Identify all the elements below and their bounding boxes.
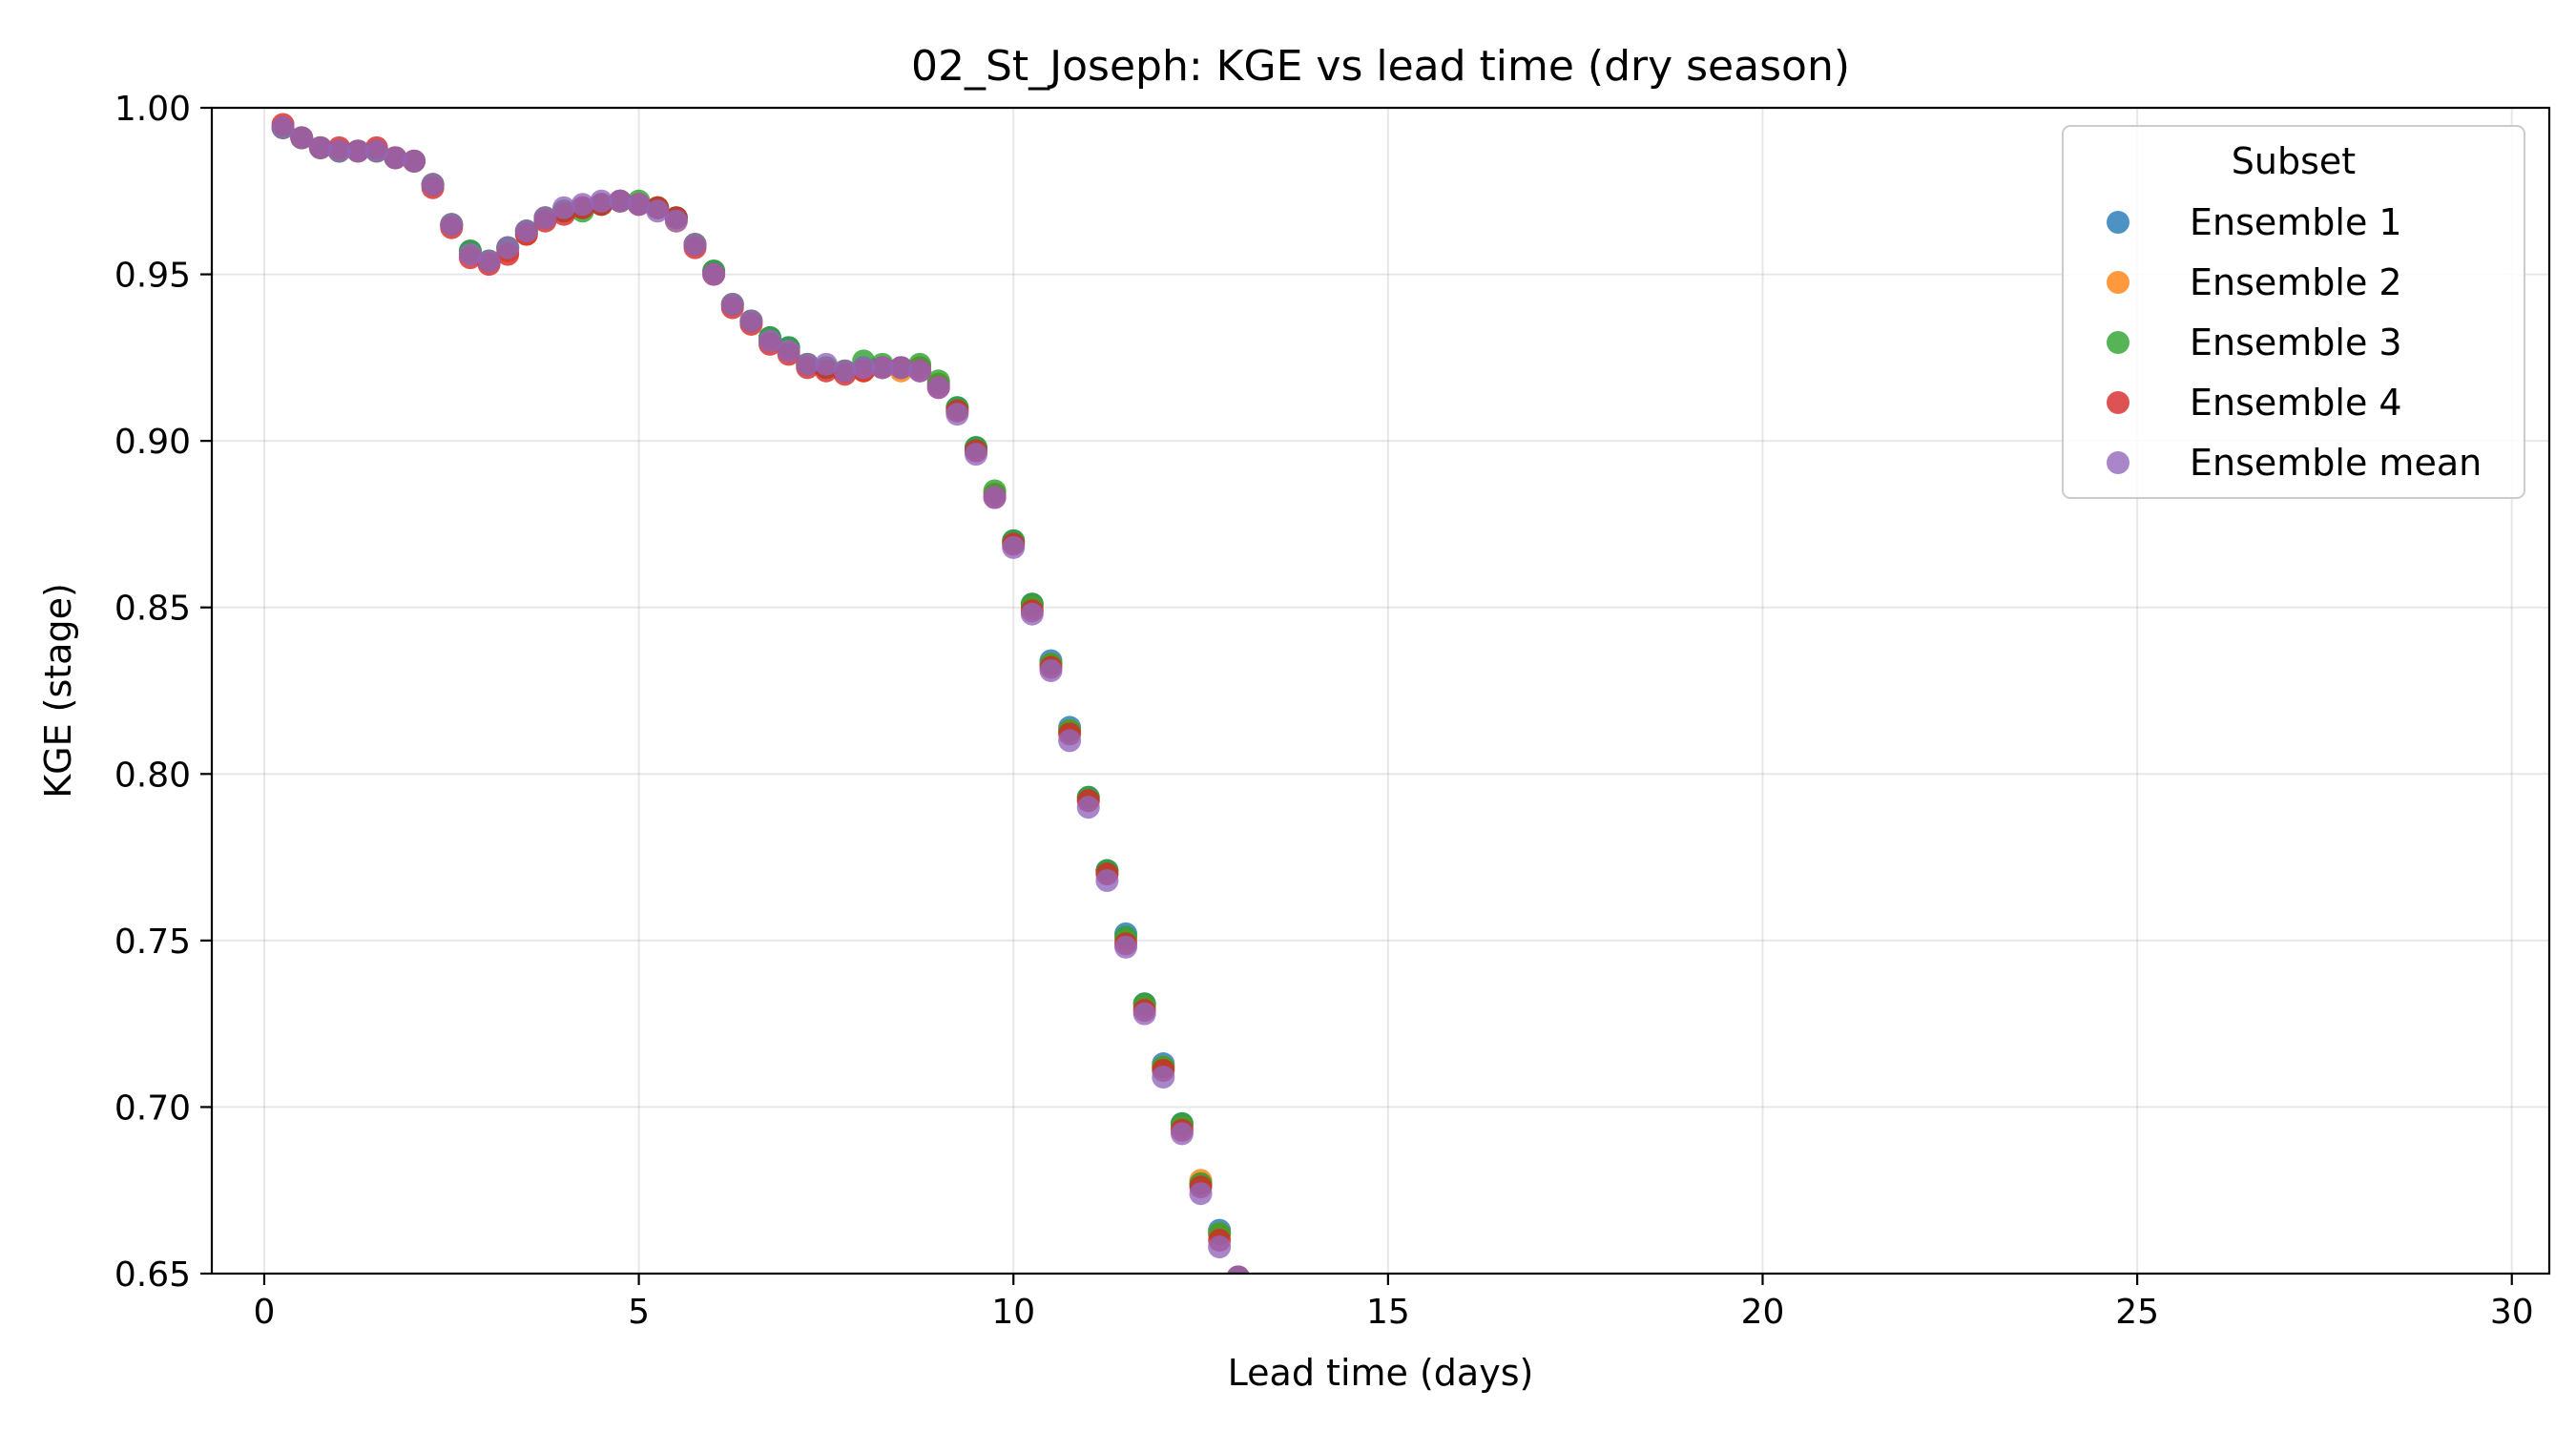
legend-label: Ensemble mean xyxy=(2190,442,2482,484)
data-point xyxy=(627,193,651,217)
data-point xyxy=(1132,1002,1156,1026)
data-point xyxy=(852,356,876,380)
data-point xyxy=(590,189,613,213)
data-point xyxy=(458,242,482,266)
data-point xyxy=(271,115,295,139)
data-point xyxy=(440,213,464,237)
chart-title: 02_St_Joseph: KGE vs lead time (dry seas… xyxy=(911,42,1850,91)
data-point xyxy=(308,135,332,159)
data-point xyxy=(870,356,894,380)
data-point xyxy=(889,356,913,380)
y-tick-label: 0.75 xyxy=(114,923,191,962)
data-point xyxy=(758,329,782,353)
plot-frame xyxy=(210,106,2551,1275)
data-point xyxy=(1152,1066,1175,1089)
y-tick-label: 0.80 xyxy=(114,756,191,795)
data-point xyxy=(533,206,557,230)
data-point xyxy=(702,262,726,286)
y-tick-label: 0.65 xyxy=(114,1255,191,1295)
y-tick-label: 0.90 xyxy=(114,423,191,462)
legend-label: Ensemble 1 xyxy=(2190,201,2402,243)
data-point xyxy=(552,196,576,219)
data-point xyxy=(833,359,857,383)
data-point xyxy=(364,139,388,163)
data-point xyxy=(608,189,632,213)
data-point xyxy=(1058,729,1082,753)
x-tick-label: 10 xyxy=(991,1293,1035,1332)
legend-box xyxy=(2062,125,2525,499)
data-point xyxy=(664,209,688,233)
legend-marker xyxy=(2107,451,2129,474)
scatter-points xyxy=(271,113,1250,1274)
data-point xyxy=(1189,1182,1213,1206)
x-tick-label: 15 xyxy=(1366,1293,1410,1332)
x-tick-label: 30 xyxy=(2490,1293,2534,1332)
legend-title: Subset xyxy=(2232,140,2356,182)
data-point xyxy=(1170,1122,1194,1146)
data-point xyxy=(1020,602,1044,626)
x-tick-label: 5 xyxy=(628,1293,650,1332)
y-axis-label: KGE (stage) xyxy=(37,583,79,798)
data-point xyxy=(814,352,838,376)
data-point xyxy=(496,236,520,259)
legend-label: Ensemble 3 xyxy=(2190,321,2402,363)
data-point xyxy=(1095,869,1119,893)
data-point xyxy=(290,126,314,150)
data-point xyxy=(1227,1265,1250,1274)
y-tick-label: 0.70 xyxy=(114,1089,191,1128)
data-point xyxy=(1002,535,1026,559)
legend-marker xyxy=(2107,211,2129,234)
data-point xyxy=(739,309,763,333)
data-point xyxy=(964,443,987,467)
data-point xyxy=(1208,1235,1232,1259)
data-point xyxy=(327,139,351,163)
x-tick-label: 25 xyxy=(2115,1293,2159,1332)
y-tick-label: 1.00 xyxy=(114,90,191,129)
data-point xyxy=(983,486,1007,509)
legend-label: Ensemble 2 xyxy=(2190,261,2402,303)
x-tick-label: 20 xyxy=(1741,1293,1785,1332)
y-tick-label: 0.85 xyxy=(114,590,191,629)
x-tick-label: 0 xyxy=(254,1293,276,1332)
series-ensemble-mean xyxy=(271,115,1250,1274)
data-point xyxy=(796,352,820,376)
data-point xyxy=(1039,659,1063,683)
data-point xyxy=(945,403,969,426)
data-point xyxy=(720,292,744,316)
data-point xyxy=(1114,935,1138,959)
legend-marker xyxy=(2107,271,2129,294)
data-point xyxy=(926,376,950,400)
legend-items: Ensemble 1 Ensemble 2 Ensemble 3 Ensemble 4… xyxy=(2107,201,2482,484)
x-axis-ticks: 0 5 10 15 20 25 30 xyxy=(254,1274,2534,1332)
data-point xyxy=(384,146,407,170)
data-point xyxy=(571,193,594,217)
data-point xyxy=(477,249,501,273)
y-axis-ticks: 0.65 0.70 0.75 0.80 0.85 0.90 0.95 1.00 xyxy=(114,90,212,1295)
data-point xyxy=(777,339,800,363)
data-point xyxy=(421,173,445,197)
data-point xyxy=(683,233,707,257)
data-point xyxy=(908,359,932,383)
legend-marker xyxy=(2107,391,2129,414)
legend-label: Ensemble 4 xyxy=(2190,382,2402,424)
data-point xyxy=(1076,796,1100,819)
data-point xyxy=(403,149,426,173)
y-tick-label: 0.95 xyxy=(114,257,191,296)
data-point xyxy=(646,199,670,223)
data-point xyxy=(514,219,538,243)
legend-marker xyxy=(2107,331,2129,354)
x-axis-label: Lead time (days) xyxy=(1228,1352,1534,1394)
data-point xyxy=(346,139,370,163)
